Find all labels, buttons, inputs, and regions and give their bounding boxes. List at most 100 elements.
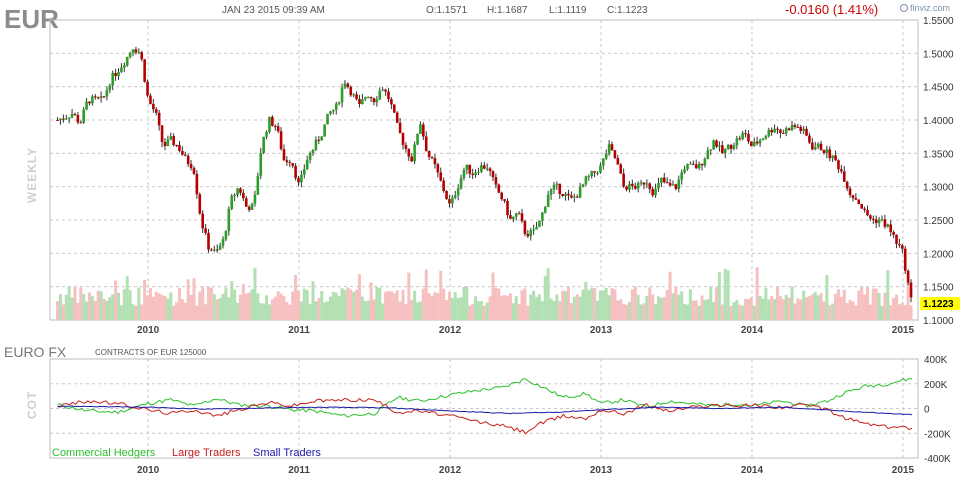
candle-body	[541, 212, 544, 221]
volume-bar	[67, 286, 71, 320]
candle-body	[163, 142, 167, 146]
candle-body	[837, 160, 840, 170]
candle-body	[262, 136, 265, 153]
candle-body	[726, 145, 730, 149]
candle-body	[108, 85, 112, 91]
volume-bar	[93, 300, 97, 320]
price-y-tick: 1.5500	[923, 16, 954, 27]
candle-body	[721, 145, 724, 153]
price-y-tick: 1.4000	[923, 116, 954, 127]
volume-bar	[82, 293, 86, 320]
candle-body	[111, 72, 115, 86]
ticker-symbol: EUR	[4, 4, 59, 34]
candle-body	[642, 182, 646, 185]
volume-bar	[192, 278, 196, 320]
volume-bar	[787, 297, 791, 320]
volume-bar	[256, 293, 260, 320]
candle-body	[160, 125, 164, 143]
volume-bar	[654, 303, 658, 320]
volume-bar	[227, 297, 231, 320]
candle-body	[599, 165, 602, 173]
volume-bar	[775, 286, 779, 320]
volume-bar	[845, 303, 849, 320]
volume-bar	[357, 274, 361, 320]
volume-bar	[439, 270, 443, 320]
volume-bar	[122, 289, 126, 320]
volume-bar	[421, 288, 425, 320]
volume-bar	[302, 288, 306, 320]
cot-y-tick: -200K	[924, 429, 951, 440]
volume-bar	[633, 286, 637, 320]
candle-body	[779, 129, 782, 133]
volume-bar	[328, 296, 332, 320]
last-price-value: 1.1223	[923, 299, 954, 310]
candle-body	[886, 224, 890, 227]
candle-body	[273, 125, 277, 127]
volume-bar	[154, 291, 158, 320]
volume-bar	[90, 296, 94, 320]
header-low: L:1.1119	[549, 5, 587, 16]
volume-bar	[651, 294, 655, 320]
candle-body	[332, 109, 335, 112]
candle-body	[782, 132, 785, 134]
candle-body	[532, 229, 535, 231]
candle-body	[471, 173, 474, 175]
candle-body	[358, 99, 361, 104]
candle-body	[169, 136, 173, 140]
volume-bar	[172, 305, 176, 320]
volume-bar	[741, 305, 745, 320]
candle-body	[683, 169, 686, 173]
candle-body	[787, 128, 791, 131]
candle-body	[123, 65, 126, 68]
volume-bar	[813, 292, 817, 320]
candle-body	[294, 165, 297, 179]
candle-body	[195, 173, 199, 195]
candle-body	[221, 239, 225, 246]
volume-bar	[746, 299, 750, 320]
volume-bar	[372, 299, 376, 320]
candle-body	[442, 180, 445, 191]
candle-body	[776, 128, 779, 130]
legend-commercial: Commercial Hedgers	[52, 447, 156, 459]
candle-body	[503, 199, 506, 201]
volume-bar	[424, 269, 428, 320]
cot-subtitle: CONTRACTS OF EUR 125000	[95, 348, 207, 357]
volume-bar	[561, 290, 565, 320]
volume-bar	[111, 294, 115, 320]
volume-bar	[622, 303, 626, 320]
price-candles	[56, 46, 913, 303]
candle-body	[607, 144, 611, 154]
finviz-logo[interactable]: finviz.com	[900, 3, 951, 13]
candle-body	[375, 99, 379, 103]
candle-body	[337, 102, 341, 104]
volume-bar	[825, 275, 829, 320]
candle-body	[259, 152, 263, 176]
volume-bar	[491, 272, 495, 320]
candle-body	[625, 186, 628, 190]
candle-body	[430, 157, 434, 159]
volume-bar	[581, 289, 585, 320]
candle-body	[253, 194, 257, 204]
candle-body	[538, 220, 541, 228]
volume-bar	[366, 300, 370, 320]
candle-body	[56, 120, 59, 121]
volume-bar	[523, 288, 527, 320]
volume-bar	[906, 281, 910, 320]
candle-body	[834, 155, 837, 161]
candle-body	[840, 169, 843, 172]
candle-body	[799, 126, 803, 131]
cot-y-tick: 0	[924, 405, 930, 416]
volume-bar	[836, 289, 840, 320]
candle-body	[811, 142, 814, 150]
volume-bar	[535, 296, 539, 320]
volume-bar	[848, 299, 852, 320]
volume-bar	[215, 299, 219, 320]
volume-bar	[529, 294, 533, 320]
candle-body	[660, 177, 663, 183]
candle-body	[239, 188, 242, 193]
candle-body	[149, 95, 152, 104]
candle-body	[477, 171, 480, 173]
volume-bar	[157, 293, 161, 320]
candle-body	[587, 176, 591, 178]
candle-body	[494, 177, 498, 185]
